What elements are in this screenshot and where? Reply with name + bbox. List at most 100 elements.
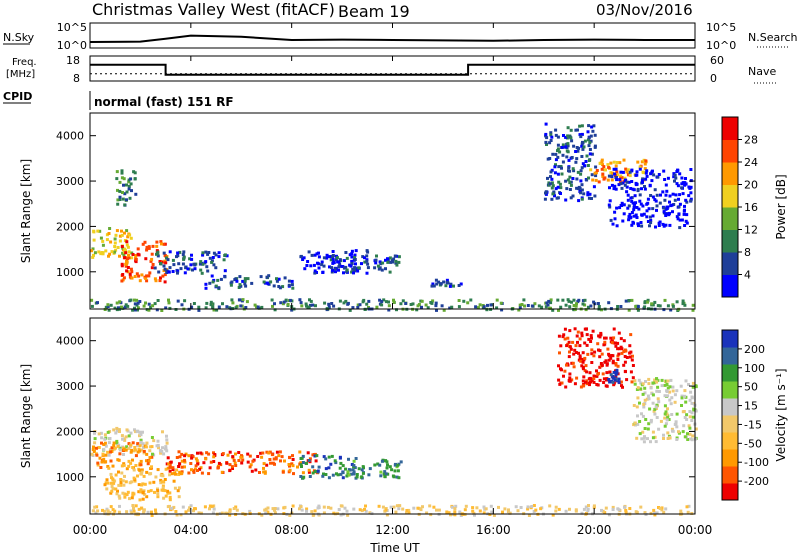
nave-tick-top: 60 — [710, 54, 724, 67]
data-cell — [563, 369, 567, 373]
data-cell — [350, 255, 354, 259]
data-cell — [253, 303, 257, 307]
data-cell — [125, 259, 128, 263]
data-cell — [634, 213, 638, 217]
data-cell — [345, 268, 349, 272]
data-cell — [641, 180, 644, 184]
data-cell — [614, 373, 618, 377]
nsky-tick-bottom: 10^0 — [57, 39, 87, 52]
data-cell — [397, 260, 401, 264]
data-cell — [619, 337, 623, 341]
data-cell — [322, 505, 326, 509]
data-cell — [384, 267, 387, 271]
data-cell — [448, 284, 452, 288]
data-cell — [590, 152, 594, 156]
data-cell — [616, 305, 620, 308]
data-cell — [572, 169, 576, 173]
data-cell — [640, 160, 644, 164]
data-cell — [138, 300, 142, 303]
data-cell — [149, 489, 153, 493]
data-cell — [668, 200, 671, 204]
data-cell — [317, 465, 321, 469]
data-cell — [162, 251, 166, 255]
data-cell — [105, 233, 109, 237]
data-cell — [378, 298, 382, 302]
data-cell — [544, 305, 548, 309]
data-cell — [397, 507, 401, 511]
data-cell — [575, 177, 579, 181]
data-cell — [445, 278, 449, 282]
data-cell — [273, 302, 276, 306]
data-cell — [680, 186, 684, 190]
data-cell — [156, 492, 160, 496]
data-cell — [564, 135, 568, 139]
data-cell — [183, 458, 186, 462]
data-cell — [473, 513, 476, 517]
data-cell — [557, 507, 561, 511]
data-cell — [123, 203, 127, 207]
data-cell — [147, 245, 151, 249]
data-cell — [586, 130, 590, 134]
data-cell — [660, 378, 664, 382]
data-cell — [430, 284, 434, 288]
data-cell — [581, 384, 585, 388]
data-cell — [558, 351, 561, 355]
data-cell — [625, 180, 629, 184]
data-cell — [626, 193, 630, 197]
data-cell — [311, 465, 315, 469]
data-cell — [587, 138, 590, 142]
data-cell — [519, 506, 523, 509]
data-cell — [556, 172, 560, 176]
data-cell — [434, 304, 438, 308]
data-cell — [310, 510, 314, 514]
data-cell — [594, 174, 598, 178]
data-cell — [610, 178, 614, 182]
data-cell — [126, 235, 130, 239]
data-cell — [120, 262, 124, 266]
data-cell — [108, 511, 112, 515]
data-cell — [109, 481, 113, 485]
data-cell — [379, 470, 383, 474]
data-cell — [668, 398, 672, 402]
data-cell — [344, 299, 348, 303]
data-cell — [633, 379, 637, 383]
data-cell — [680, 176, 684, 180]
data-cell — [580, 197, 584, 201]
data-cell — [630, 358, 634, 362]
data-cell — [314, 470, 317, 473]
data-cell — [586, 509, 590, 513]
data-cell — [118, 180, 122, 184]
data-cell — [271, 461, 275, 465]
data-cell — [437, 280, 441, 284]
data-cell — [643, 185, 646, 188]
data-cell — [647, 382, 651, 386]
data-cell — [641, 382, 645, 386]
data-cell — [590, 197, 593, 200]
data-cell — [579, 191, 583, 195]
data-cell — [561, 153, 565, 157]
data-cell — [180, 303, 184, 307]
data-cell — [133, 448, 137, 452]
data-cell — [636, 306, 640, 310]
data-cell — [495, 306, 499, 310]
data-cell — [566, 178, 570, 182]
data-cell — [196, 462, 200, 466]
data-cell — [176, 251, 180, 255]
data-cell — [298, 450, 302, 454]
data-cell — [305, 509, 308, 513]
data-cell — [592, 374, 596, 378]
data-cell — [489, 504, 493, 508]
data-cell — [386, 257, 389, 261]
data-cell — [130, 511, 134, 515]
data-cell — [626, 168, 630, 172]
data-cell — [168, 491, 172, 495]
data-cell — [432, 284, 436, 288]
data-cell — [638, 420, 642, 423]
data-cell — [136, 443, 140, 447]
data-cell — [568, 350, 571, 354]
data-cell — [90, 304, 94, 308]
data-cell — [323, 301, 327, 305]
data-cell — [655, 204, 659, 208]
data-cell — [120, 434, 124, 438]
data-cell — [668, 385, 672, 389]
